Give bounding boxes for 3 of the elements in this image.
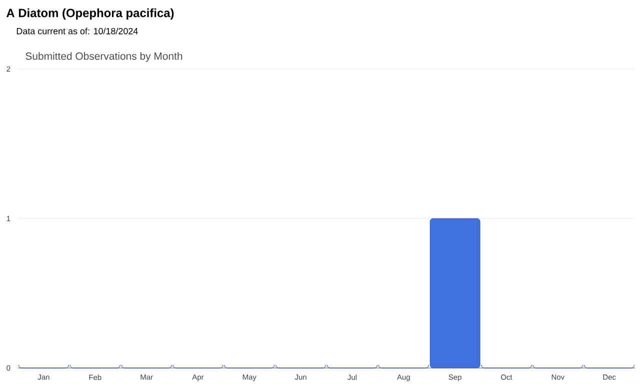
chart-subtitle: Data current as of: 10/18/2024 bbox=[16, 28, 138, 34]
text: Submitted Observations by Month bbox=[26, 52, 182, 62]
chart-title: A Diatom (Opephora pacifica) bbox=[6, 8, 174, 20]
